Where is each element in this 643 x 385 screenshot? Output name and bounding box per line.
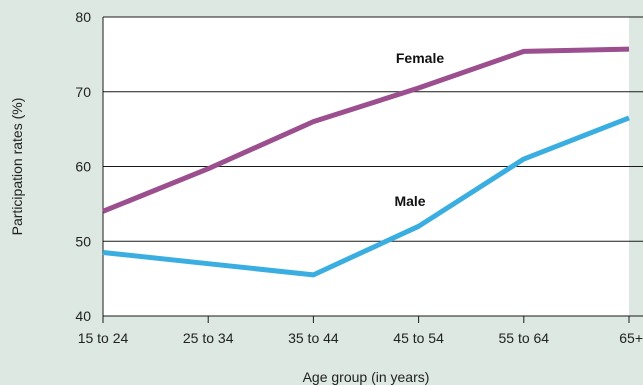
male-series-label: Male (394, 193, 425, 209)
x-tick-label: 65+ (619, 330, 643, 346)
axis-layer: 40 50 60 70 80 15 to 24 25 to 34 35 to 44 45 to … (75, 9, 643, 346)
y-tick-label: 50 (75, 233, 91, 249)
male-series-line (102, 115, 630, 278)
y-tick-label: 60 (75, 159, 91, 175)
y-axis-title: Participation rates (%) (9, 98, 25, 236)
x-tick-label: 35 to 44 (288, 330, 339, 346)
x-axis-title: Age group (in years) (303, 369, 430, 385)
female-series-line (102, 46, 630, 214)
x-tick-label: 45 to 54 (393, 330, 444, 346)
y-tick-label: 40 (75, 308, 91, 324)
grid-layer (103, 16, 643, 317)
y-tick-label: 80 (75, 9, 91, 25)
female-series-label: Female (396, 50, 444, 66)
series-layer (102, 46, 630, 278)
label-layer: Female Male (394, 50, 444, 209)
y-tick-label: 70 (75, 84, 91, 100)
x-tick-label: 25 to 34 (183, 330, 234, 346)
x-tick-label: 15 to 24 (78, 330, 129, 346)
x-tick-label: 55 to 64 (498, 330, 549, 346)
